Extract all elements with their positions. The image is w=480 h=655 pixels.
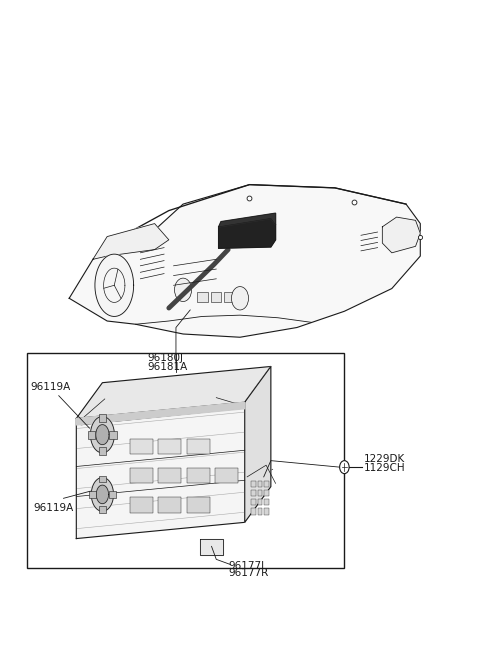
Bar [264,499,269,506]
Bar [187,468,210,483]
Bar [158,497,181,513]
Bar [264,481,269,487]
Bar [258,499,262,506]
Bar [158,468,181,483]
Bar [258,508,262,515]
Circle shape [340,460,349,474]
Bar [130,468,153,483]
Bar [211,291,221,301]
Bar [264,490,269,496]
Polygon shape [76,402,245,425]
Bar [224,291,234,301]
Text: 96119A: 96119A [30,383,71,392]
Text: 96177L: 96177L [228,561,267,571]
Bar [130,497,153,513]
Bar [89,491,96,498]
Bar [158,439,181,454]
Bar [99,476,106,483]
Text: 96119A: 96119A [34,503,74,513]
Bar [258,490,262,496]
Text: 1229DK: 1229DK [364,455,406,464]
Polygon shape [91,477,113,512]
Bar [187,439,210,454]
Bar [88,431,96,439]
Polygon shape [96,485,108,504]
Bar [216,468,238,483]
Polygon shape [219,218,276,248]
Text: 96180J: 96180J [147,353,183,364]
Polygon shape [245,366,271,522]
Bar [187,497,210,513]
Bar [109,431,117,439]
Text: 96181A: 96181A [147,362,188,371]
Bar [251,490,256,496]
Polygon shape [200,538,223,555]
Bar [197,291,208,301]
Polygon shape [96,424,109,445]
Polygon shape [69,185,420,337]
Circle shape [175,278,192,301]
Polygon shape [90,417,114,453]
Circle shape [231,287,249,310]
Polygon shape [219,213,276,227]
Bar [109,491,116,498]
Polygon shape [95,254,133,316]
Polygon shape [76,402,245,538]
Bar [251,499,256,506]
Bar [251,508,256,515]
Polygon shape [383,217,420,253]
Bar [26,354,344,568]
Bar [258,481,262,487]
Bar [99,506,106,513]
Bar [251,481,256,487]
Text: 96177R: 96177R [228,569,268,578]
Bar [264,508,269,515]
Bar [98,415,106,422]
Bar [98,447,106,455]
Polygon shape [76,366,271,419]
Text: 1129CH: 1129CH [364,464,406,474]
Polygon shape [93,223,169,259]
Bar [130,439,153,454]
